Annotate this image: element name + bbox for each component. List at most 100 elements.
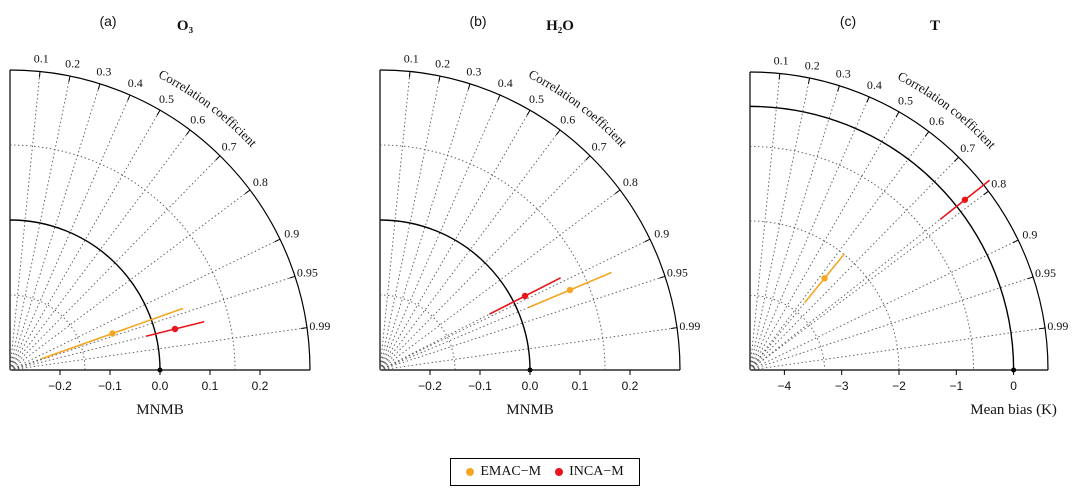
correlation-arc-label-text: Correlation coefficient xyxy=(526,66,630,150)
legend: EMAC−M INCA−M xyxy=(450,458,640,486)
correlation-tick xyxy=(1027,276,1034,280)
x-tick-label: −0.1 xyxy=(98,379,122,393)
correlation-tick xyxy=(497,94,501,101)
x-tick-label: −0.2 xyxy=(418,379,442,393)
reference-arc xyxy=(379,219,531,371)
grid-arc xyxy=(379,144,606,371)
correlation-ray xyxy=(749,190,989,371)
data-point xyxy=(821,275,828,282)
reference-arc xyxy=(749,105,1015,371)
correlation-tick-label: 0.7 xyxy=(960,141,975,155)
x-tick-label: −4 xyxy=(778,379,792,393)
correlation-tick-label: 0.5 xyxy=(529,92,544,106)
correlation-tick-label: 0.5 xyxy=(159,92,174,106)
grid-arc xyxy=(9,219,161,371)
correlation-tick-label: 0.7 xyxy=(592,139,607,153)
legend-label-emac: EMAC−M xyxy=(480,464,542,479)
correlation-tick-label: 0.8 xyxy=(991,176,1006,190)
correlation-arc-label: Correlation coefficient xyxy=(156,66,260,150)
grid-arc xyxy=(9,144,236,371)
x-tick-label: −3 xyxy=(835,379,849,393)
data-point xyxy=(961,196,969,203)
correlation-tick-label: 0.1 xyxy=(34,52,49,66)
correlation-tick xyxy=(300,327,308,330)
correlation-ray xyxy=(749,276,1034,371)
grid-arc xyxy=(379,294,456,371)
panel-title: O₃ xyxy=(177,18,194,34)
grid-arc xyxy=(379,219,531,371)
legend-label-inca: INCA−M xyxy=(569,464,624,479)
correlation-tick-label: 0.3 xyxy=(96,64,111,78)
x-tick-label: 0.2 xyxy=(622,379,639,393)
correlation-tick-label: 0.9 xyxy=(1022,227,1037,241)
correlation-tick-label: 0.9 xyxy=(284,227,299,241)
correlation-tick xyxy=(156,109,161,116)
x-tick-label: 0.0 xyxy=(522,379,539,393)
x-tick-label: 0.1 xyxy=(572,379,589,393)
correlation-tick-label: 0.2 xyxy=(805,58,820,72)
x-tick-label: 0.1 xyxy=(202,379,219,393)
legend-marker-emac xyxy=(466,468,475,476)
correlation-tick-label: 0.4 xyxy=(867,78,882,92)
correlation-tick-label: 0.6 xyxy=(929,114,944,128)
correlation-tick-label: 0.6 xyxy=(190,113,205,127)
correlation-arc-label-text: Correlation coefficient xyxy=(895,68,999,152)
correlation-tick xyxy=(38,71,41,78)
panel-label: (c) xyxy=(840,13,856,29)
data-point xyxy=(171,325,179,333)
x-tick-label: 0.0 xyxy=(152,379,169,393)
correlation-tick-label: 0.4 xyxy=(498,76,513,90)
x-tick-label: −0.1 xyxy=(468,379,492,393)
data-point xyxy=(566,286,574,294)
correlation-tick xyxy=(289,275,296,279)
x-tick-label: 0 xyxy=(1010,379,1017,393)
panel-title: H₂O xyxy=(546,18,574,34)
correlation-tick xyxy=(215,155,221,161)
panel-a: 0.1 0.2 0.3 0.4 0.5 0.6 0.7 0.8 0.9 0.95 0.99 Corre… xyxy=(9,13,330,418)
correlation-arc-label: Correlation coefficient xyxy=(526,66,630,150)
correlation-tick xyxy=(1039,327,1046,330)
x-axis-label: MNMB xyxy=(136,402,184,418)
correlation-tick-label: 0.2 xyxy=(65,56,80,70)
correlation-ray xyxy=(749,111,900,371)
panel-c: 0.1 0.2 0.3 0.4 0.5 0.6 0.7 0.8 0.9 0.95 0.99 Corre… xyxy=(749,13,1068,418)
correlation-tick xyxy=(614,189,621,195)
correlation-tick-label: 0.8 xyxy=(623,175,638,189)
correlation-tick-label: 0.95 xyxy=(667,265,688,279)
legend-item-inca: INCA−M xyxy=(555,464,624,480)
reference-arc xyxy=(9,219,161,371)
correlation-tick-label: 0.5 xyxy=(898,94,913,108)
correlation-tick xyxy=(244,189,251,195)
correlation-ray xyxy=(749,327,1046,371)
panel-b: 0.1 0.2 0.3 0.4 0.5 0.6 0.7 0.8 0.9 0.95 0.99 Corre… xyxy=(379,13,700,418)
panel-title: T xyxy=(930,18,940,34)
correlation-arc-label: Correlation coefficient xyxy=(895,68,999,152)
correlation-tick-label: 0.3 xyxy=(836,66,851,80)
legend-item-emac: EMAC−M xyxy=(466,464,541,480)
grid-arc xyxy=(749,220,900,371)
correlation-tick-label: 0.8 xyxy=(253,175,268,189)
correlation-tick-label: 0.99 xyxy=(679,319,700,333)
correlation-tick xyxy=(68,75,71,83)
x-axis-label: MNMB xyxy=(506,402,554,418)
correlation-tick xyxy=(778,73,781,80)
x-tick-label: −0.2 xyxy=(48,379,72,393)
correlation-tick xyxy=(866,96,870,103)
correlation-tick xyxy=(837,85,840,92)
correlation-ray xyxy=(749,85,840,371)
correlation-tick-label: 0.4 xyxy=(128,76,143,90)
outer-arc xyxy=(379,69,681,371)
correlation-arc-label-text: Correlation coefficient xyxy=(156,66,260,150)
panel-label: (b) xyxy=(469,13,486,29)
legend-marker-inca xyxy=(555,468,564,476)
panel-label: (a) xyxy=(99,13,116,29)
correlation-ray xyxy=(749,239,1019,371)
correlation-ray xyxy=(749,73,781,371)
outer-arc xyxy=(749,71,1049,371)
correlation-tick-label: 0.2 xyxy=(435,56,450,70)
correlation-tick xyxy=(585,155,591,161)
x-axis-label: Mean bias (K) xyxy=(970,402,1057,418)
correlation-tick-label: 0.99 xyxy=(1047,319,1068,333)
grid-arc xyxy=(749,146,974,371)
